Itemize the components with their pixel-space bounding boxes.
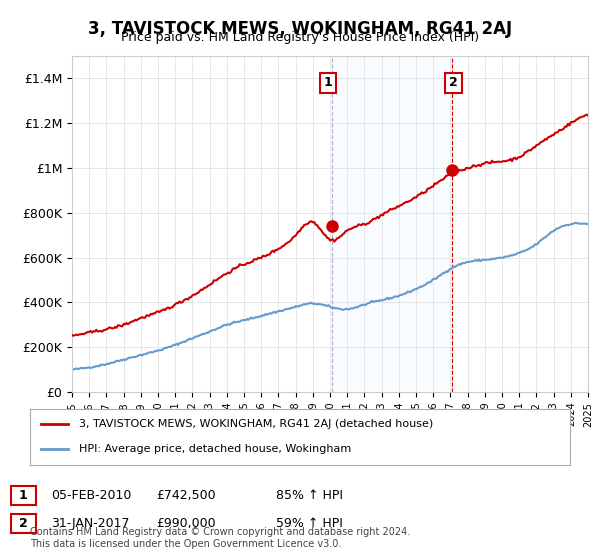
Text: 1: 1 (324, 76, 332, 90)
Text: Price paid vs. HM Land Registry's House Price Index (HPI): Price paid vs. HM Land Registry's House … (121, 31, 479, 44)
Text: 2: 2 (19, 517, 28, 530)
Text: HPI: Average price, detached house, Wokingham: HPI: Average price, detached house, Woki… (79, 444, 351, 454)
Text: 3, TAVISTOCK MEWS, WOKINGHAM, RG41 2AJ (detached house): 3, TAVISTOCK MEWS, WOKINGHAM, RG41 2AJ (… (79, 419, 433, 430)
Text: 1: 1 (19, 489, 28, 502)
Text: £990,000: £990,000 (156, 517, 215, 530)
Text: 2: 2 (449, 76, 458, 90)
Text: 85% ↑ HPI: 85% ↑ HPI (276, 489, 343, 502)
Text: 59% ↑ HPI: 59% ↑ HPI (276, 517, 343, 530)
Text: 05-FEB-2010: 05-FEB-2010 (51, 489, 131, 502)
Text: 31-JAN-2017: 31-JAN-2017 (51, 517, 130, 530)
Text: 3, TAVISTOCK MEWS, WOKINGHAM, RG41 2AJ: 3, TAVISTOCK MEWS, WOKINGHAM, RG41 2AJ (88, 20, 512, 38)
Text: Contains HM Land Registry data © Crown copyright and database right 2024.
This d: Contains HM Land Registry data © Crown c… (30, 527, 410, 549)
Bar (332, 56, 452, 392)
Text: £742,500: £742,500 (156, 489, 215, 502)
